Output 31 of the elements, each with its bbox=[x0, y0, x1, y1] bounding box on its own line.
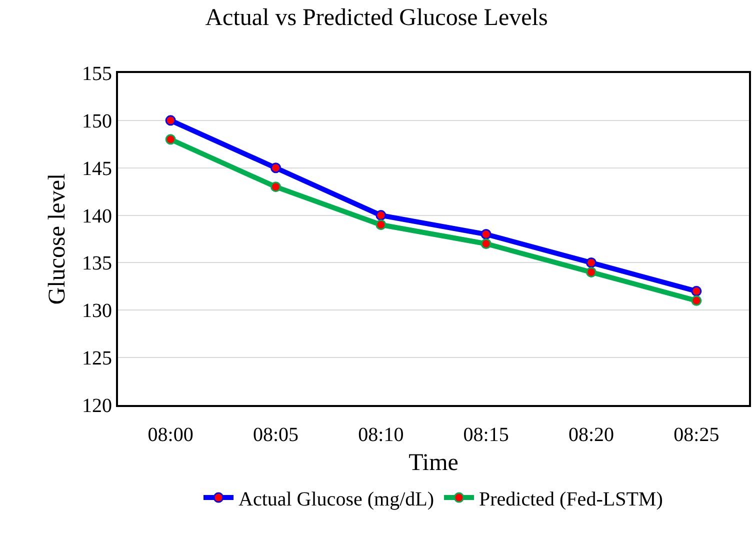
x-tick-label: 08:05 bbox=[252, 424, 299, 446]
point bbox=[376, 220, 386, 230]
x-tick-label: 08:15 bbox=[463, 424, 509, 446]
point bbox=[165, 115, 176, 126]
point bbox=[691, 286, 702, 296]
x-tick-label: 08:10 bbox=[358, 424, 404, 446]
y-tick-label: 120 bbox=[82, 395, 112, 417]
y-tick-label: 155 bbox=[82, 63, 112, 85]
point bbox=[586, 257, 596, 268]
y-axis-title: Glucose level bbox=[44, 173, 71, 305]
point bbox=[270, 182, 281, 192]
point bbox=[691, 295, 702, 306]
y-tick-label: 130 bbox=[82, 300, 112, 322]
point bbox=[586, 266, 596, 278]
point bbox=[376, 210, 386, 221]
point bbox=[165, 134, 176, 145]
y-tick-label: 125 bbox=[82, 348, 112, 370]
x-tick-label: 08:20 bbox=[568, 424, 614, 446]
legend-label: Predicted (Fed-LSTM) bbox=[479, 488, 663, 510]
x-axis-title: Time bbox=[408, 450, 458, 476]
y-tick-label: 140 bbox=[82, 205, 112, 228]
chart-title: Actual vs Predicted Glucose Levels bbox=[205, 4, 548, 31]
y-tick-label: 145 bbox=[82, 158, 112, 180]
x-tick-label: 08:00 bbox=[148, 424, 194, 446]
point bbox=[480, 229, 492, 240]
point bbox=[480, 238, 492, 249]
y-tick-label: 135 bbox=[82, 252, 112, 275]
x-tick-label: 08:25 bbox=[674, 424, 720, 446]
point bbox=[270, 162, 281, 174]
legend-label: Actual Glucose (mg/dL) bbox=[238, 488, 434, 510]
y-tick-label: 150 bbox=[82, 110, 112, 132]
